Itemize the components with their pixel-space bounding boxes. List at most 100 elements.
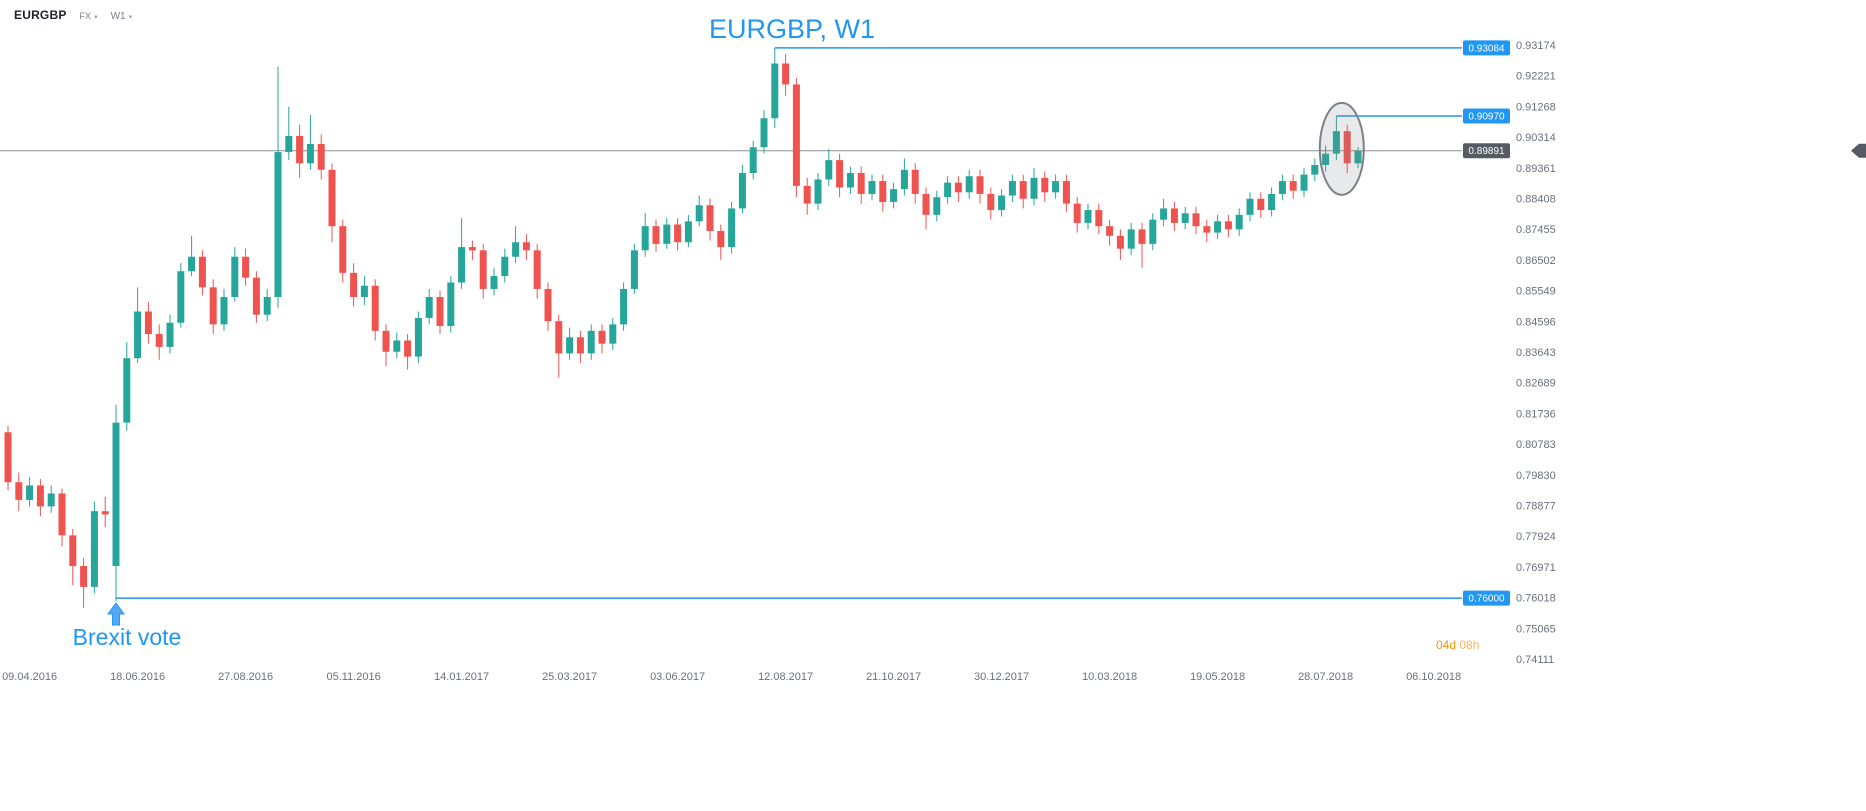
candle-body — [4, 432, 12, 483]
candle-body — [814, 179, 822, 204]
symbol-label[interactable]: EURGBP — [14, 8, 67, 22]
price-level-badge — [1463, 590, 1510, 606]
candle-body — [1073, 203, 1081, 223]
candle-body — [576, 337, 584, 354]
candle-body — [296, 135, 304, 164]
candle-body — [1160, 208, 1168, 220]
candle-body — [360, 285, 368, 298]
time-axis-label: 19.05.2018 — [1190, 671, 1245, 683]
brexit-arrow-icon[interactable] — [107, 602, 125, 626]
candle-body — [1149, 219, 1157, 244]
candle-body — [231, 256, 239, 298]
price-axis-label: 0.86502 — [1516, 255, 1556, 267]
candle-body — [263, 297, 271, 315]
brexit-annotation-text[interactable]: Brexit vote — [72, 624, 182, 650]
price-axis-label: 0.80783 — [1516, 439, 1556, 451]
candle-body — [695, 205, 703, 222]
candle-body — [738, 172, 746, 209]
candle-body — [339, 226, 347, 273]
candle-body — [1332, 131, 1340, 154]
time-axis-label: 27.08.2016 — [218, 671, 273, 683]
candle-body — [414, 317, 422, 357]
candle-body — [1041, 177, 1049, 193]
candle-body — [1354, 150, 1362, 164]
candle-body — [1116, 235, 1124, 249]
candle-body — [900, 169, 908, 190]
candle-body — [1106, 226, 1114, 236]
candle-body — [1289, 181, 1297, 191]
candle-body — [1008, 181, 1016, 196]
candle-body — [15, 482, 23, 500]
current-price-badge — [1463, 143, 1510, 159]
price-level-badge-text: 0.93084 — [1468, 43, 1505, 54]
time-axis-label: 25.03.2017 — [542, 671, 597, 683]
time-axis-label: 21.10.2017 — [866, 671, 921, 683]
candle-body — [620, 288, 628, 325]
candle-body — [285, 135, 293, 153]
price-axis-label: 0.83643 — [1516, 347, 1556, 359]
market-selector[interactable]: FX ▾ — [80, 11, 98, 21]
candle-body — [1095, 210, 1103, 227]
time-axis-label: 06.10.2018 — [1406, 671, 1461, 683]
candle-body — [447, 282, 455, 326]
candle-body — [911, 169, 919, 194]
candle-body — [350, 272, 358, 298]
candle-body — [1127, 229, 1135, 249]
candle-body — [868, 181, 876, 194]
current-price-badge-text: 0.89891 — [1468, 146, 1505, 157]
candle-body — [846, 172, 854, 188]
candle-body — [1062, 181, 1070, 204]
price-axis-label: 0.77924 — [1516, 531, 1556, 543]
time-axis-label: 14.01.2017 — [434, 671, 489, 683]
candle-body — [1019, 181, 1027, 199]
price-axis-label: 0.93174 — [1516, 40, 1556, 52]
candle-body — [684, 221, 692, 243]
candle-body — [1268, 193, 1276, 211]
price-axis-label: 0.78877 — [1516, 500, 1556, 512]
price-axis-label: 0.85549 — [1516, 286, 1556, 298]
candle-body — [587, 330, 595, 354]
time-axis-label: 03.06.2017 — [650, 671, 705, 683]
price-level-badge-text: 0.76000 — [1468, 594, 1505, 605]
candle-body — [328, 169, 336, 227]
candle-body — [998, 195, 1006, 211]
chart-title-annotation[interactable]: EURGBP, W1 — [708, 14, 876, 44]
candle-body — [890, 189, 898, 202]
candle-body — [533, 250, 541, 289]
time-axis-label: 30.12.2017 — [974, 671, 1029, 683]
candle-body — [198, 256, 206, 288]
candle-body — [1322, 153, 1330, 165]
timeframe-selector[interactable]: W1 ▾ — [111, 11, 133, 22]
price-axis-label: 0.79830 — [1516, 470, 1556, 482]
candle-body — [512, 242, 520, 257]
candle-body — [771, 63, 779, 119]
candle-body — [965, 176, 973, 193]
price-axis-label: 0.90314 — [1516, 132, 1556, 144]
time-axis-label: 28.07.2018 — [1298, 671, 1353, 683]
time-axis-label: 10.03.2018 — [1082, 671, 1137, 683]
candle-body — [36, 485, 44, 507]
highlight-ellipse[interactable] — [1318, 101, 1365, 196]
candle-body — [987, 193, 995, 211]
candle-body — [879, 181, 887, 202]
candle-body — [26, 485, 34, 500]
candle-body — [630, 250, 638, 289]
candle-body — [468, 247, 476, 251]
candle-body — [425, 297, 433, 318]
price-axis-label: 0.81736 — [1516, 408, 1556, 420]
candle-body — [144, 311, 152, 335]
candle-body — [1300, 174, 1308, 191]
candle-body — [976, 176, 984, 194]
candle-body — [641, 226, 649, 251]
candle-body — [393, 340, 401, 352]
price-axis-label: 0.76018 — [1516, 593, 1556, 605]
bar-close-countdown: 04d 08h — [1436, 638, 1479, 652]
candle-body — [522, 242, 530, 251]
candle-body — [836, 160, 844, 188]
price-axis-label: 0.89361 — [1516, 163, 1556, 175]
price-level-badge-text: 0.90970 — [1468, 111, 1505, 122]
candle-body — [749, 147, 757, 173]
candle-body — [566, 337, 574, 354]
